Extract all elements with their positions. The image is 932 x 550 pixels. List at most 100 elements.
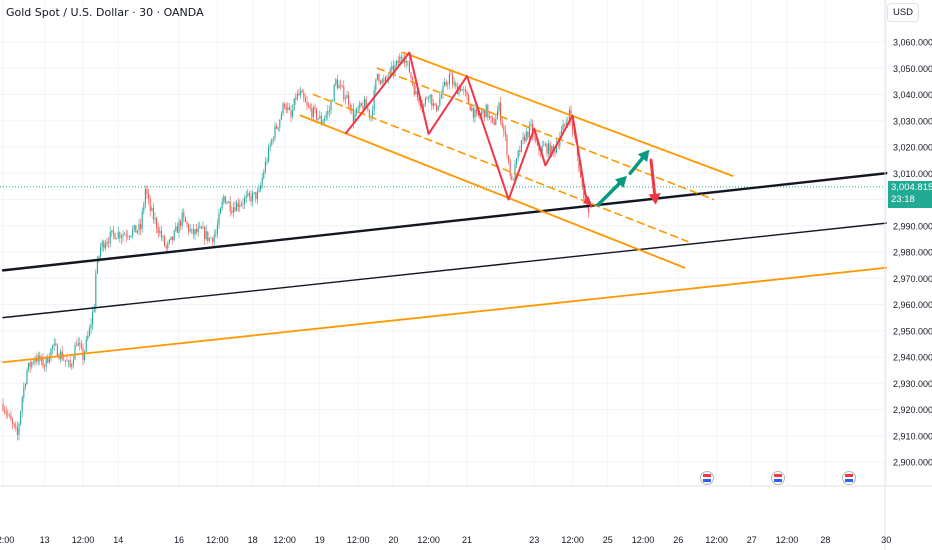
candle-body <box>346 95 348 99</box>
x-tick-label: 12:00 <box>705 535 728 545</box>
candle-body <box>256 191 258 200</box>
candle-body <box>287 107 289 110</box>
candle-body <box>506 135 508 156</box>
candle-body <box>501 121 503 127</box>
y-tick-label: 2,980.000 <box>893 248 932 258</box>
candle-body <box>10 415 12 421</box>
candle-body <box>248 193 250 196</box>
candle-body <box>149 198 151 211</box>
candle-body <box>199 226 201 228</box>
candle-body <box>216 224 218 234</box>
symbol-title: Gold Spot / U.S. Dollar · 30 · OANDA <box>6 6 204 19</box>
candle-body <box>215 233 217 236</box>
candle-body <box>5 411 7 414</box>
candle-body <box>303 92 305 99</box>
flag-stripe <box>703 479 711 482</box>
x-tick-label: 12:00 <box>347 535 370 545</box>
candle-body <box>87 335 89 340</box>
candle-body <box>480 113 482 116</box>
candle-body <box>162 236 164 238</box>
x-tick-label: 12:00 <box>561 535 584 545</box>
candle-body <box>148 194 150 199</box>
candle-body <box>500 102 502 122</box>
candle-body <box>415 90 417 95</box>
economic-event-icon[interactable] <box>842 471 856 485</box>
candle-body <box>359 103 361 108</box>
candle-body <box>232 207 234 213</box>
x-tick-label: 25 <box>603 535 613 545</box>
candle-body <box>48 358 50 363</box>
candle-body <box>490 116 492 118</box>
candle-body <box>503 126 505 132</box>
candle-body <box>34 358 36 363</box>
last-price-label: 3,004.815 23:18 <box>888 181 932 208</box>
candle-body <box>324 118 326 121</box>
candle-body <box>365 99 367 108</box>
candle-body <box>223 196 225 202</box>
economic-event-icon[interactable] <box>700 471 714 485</box>
candle-body <box>72 359 74 365</box>
y-tick-label: 2,990.000 <box>893 221 932 231</box>
candle-body <box>108 241 110 243</box>
candle-body <box>120 236 122 238</box>
candle-body <box>394 65 396 73</box>
candle-body <box>463 89 465 91</box>
candle-body <box>460 87 462 91</box>
candle-body <box>269 144 271 148</box>
candle-body <box>24 384 26 387</box>
candle-body <box>368 109 370 117</box>
support-trendline-thin <box>2 222 887 319</box>
candle-body <box>474 109 476 118</box>
candle-body <box>344 98 346 100</box>
candle-body <box>450 74 452 76</box>
candle-body <box>316 109 318 120</box>
candle-body <box>511 175 513 180</box>
candle-body <box>237 202 239 208</box>
x-tick-label: 12:00 <box>632 535 655 545</box>
candle-body <box>274 125 276 139</box>
y-tick-label: 3,020.000 <box>893 143 932 153</box>
candle-body <box>308 105 310 107</box>
candle-body <box>301 90 303 93</box>
candle-body <box>189 229 191 232</box>
currency-button[interactable]: USD <box>887 3 919 22</box>
candle-body <box>573 130 575 135</box>
candle-body <box>504 131 506 136</box>
candle-body <box>200 226 202 229</box>
candle-body <box>231 211 233 213</box>
candle-body <box>279 119 281 128</box>
candle-body <box>7 413 9 415</box>
economic-event-icon[interactable] <box>771 471 785 485</box>
candle-body <box>111 230 113 232</box>
x-tick-label: 19 <box>315 535 325 545</box>
candle-body <box>234 207 236 212</box>
candle-body <box>428 97 430 99</box>
candle-body <box>47 356 49 363</box>
candle-body <box>55 343 57 345</box>
candle-body <box>20 411 22 425</box>
candle-body <box>400 56 402 59</box>
channel-mid-dashed-line <box>312 93 689 243</box>
candle-body <box>471 107 473 111</box>
candle-body <box>578 155 580 171</box>
candle-body <box>100 246 102 257</box>
candle-body <box>314 107 316 110</box>
candle-body <box>332 101 334 102</box>
candle-body <box>114 233 116 240</box>
event-markers <box>700 471 856 485</box>
candle-body <box>260 185 262 190</box>
candle-body <box>452 75 454 85</box>
x-tick-label: 14 <box>113 535 123 545</box>
candle-body <box>447 83 449 85</box>
candle-body <box>397 60 399 64</box>
candle-body <box>236 202 238 212</box>
candle-body <box>250 195 252 202</box>
candle-body <box>127 236 129 237</box>
candle-body <box>440 94 442 99</box>
chart-grid <box>0 0 887 486</box>
candle-body <box>18 424 20 435</box>
bullish-arrow-shaft <box>596 181 621 207</box>
candle-body <box>416 90 418 98</box>
candle-body <box>36 358 38 362</box>
